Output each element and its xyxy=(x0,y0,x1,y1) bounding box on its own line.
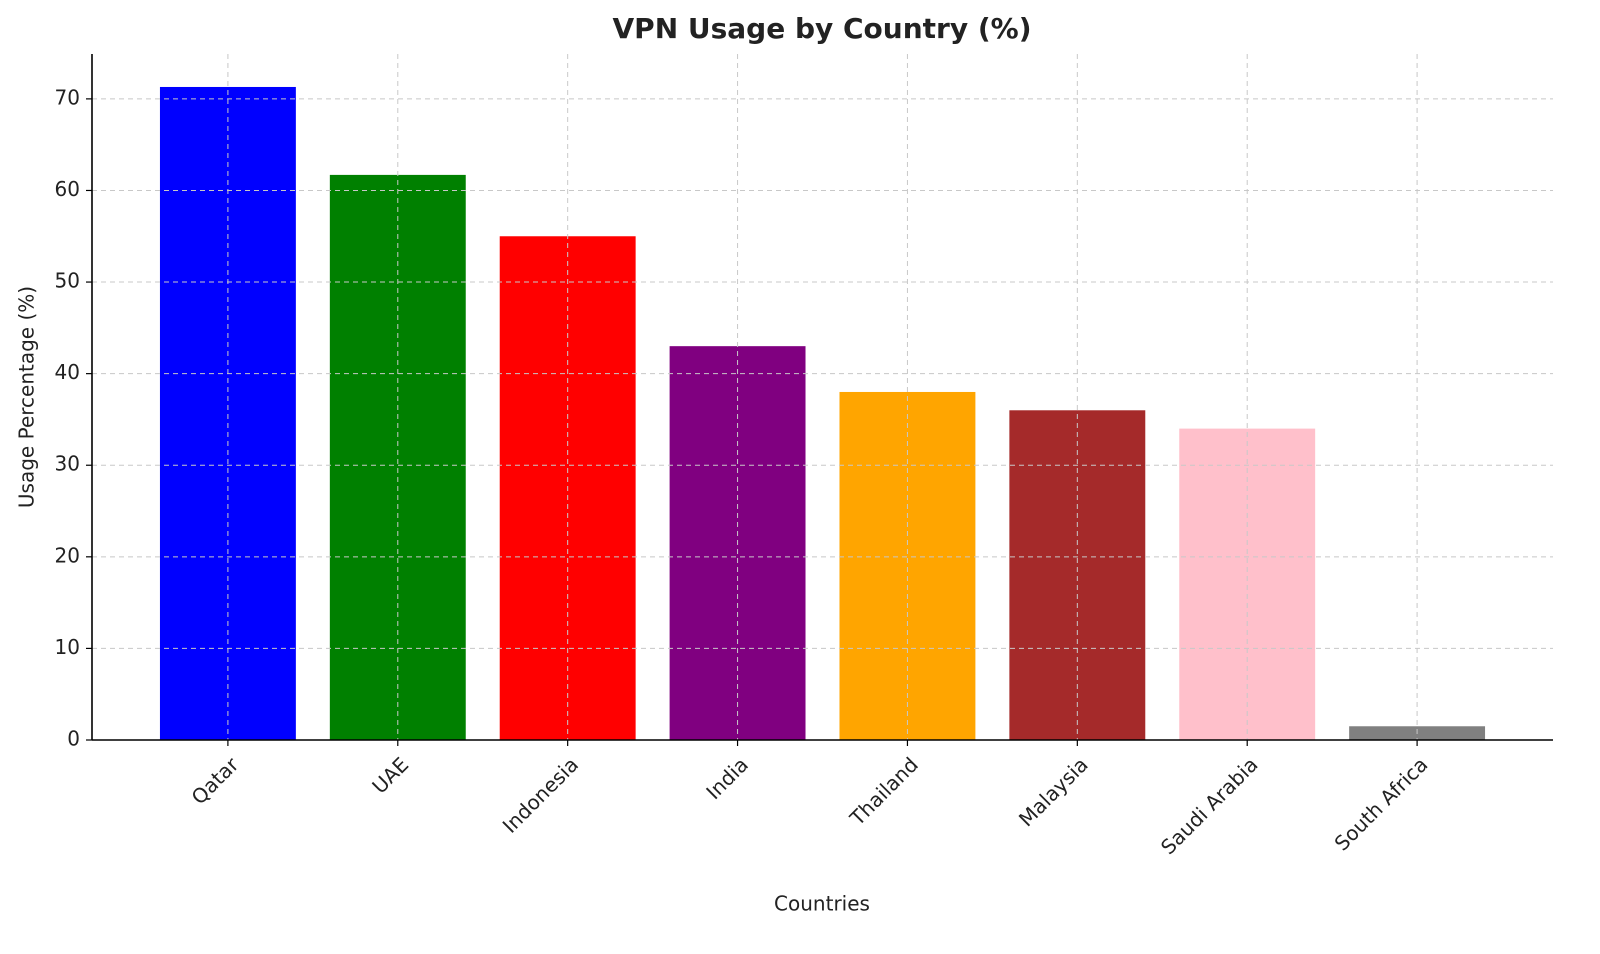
x-tick-label: Thailand xyxy=(844,752,922,830)
x-axis-label: Countries xyxy=(774,892,870,916)
y-tick-label: 20 xyxy=(55,543,80,567)
chart-title: VPN Usage by Country (%) xyxy=(613,12,1032,45)
x-tick-label: Saudi Arabia xyxy=(1156,752,1263,859)
x-tick-label: India xyxy=(701,752,753,804)
x-tick-label: South Africa xyxy=(1330,752,1433,855)
y-tick-label: 0 xyxy=(67,727,80,751)
y-tick-label: 10 xyxy=(55,635,80,659)
bar xyxy=(329,174,466,740)
bar xyxy=(839,391,976,740)
x-tick-label: Qatar xyxy=(187,752,244,809)
y-tick-label: 70 xyxy=(55,85,80,109)
x-tick-label: UAE xyxy=(367,752,413,798)
y-tick-label: 30 xyxy=(55,452,80,476)
y-tick-label: 40 xyxy=(55,360,80,384)
x-tick-label: Indonesia xyxy=(498,752,583,837)
x-tick-label: Malaysia xyxy=(1014,752,1093,831)
y-tick-label: 50 xyxy=(55,269,80,293)
y-axis-label: Usage Percentage (%) xyxy=(15,286,39,508)
y-tick-label: 60 xyxy=(55,177,80,201)
